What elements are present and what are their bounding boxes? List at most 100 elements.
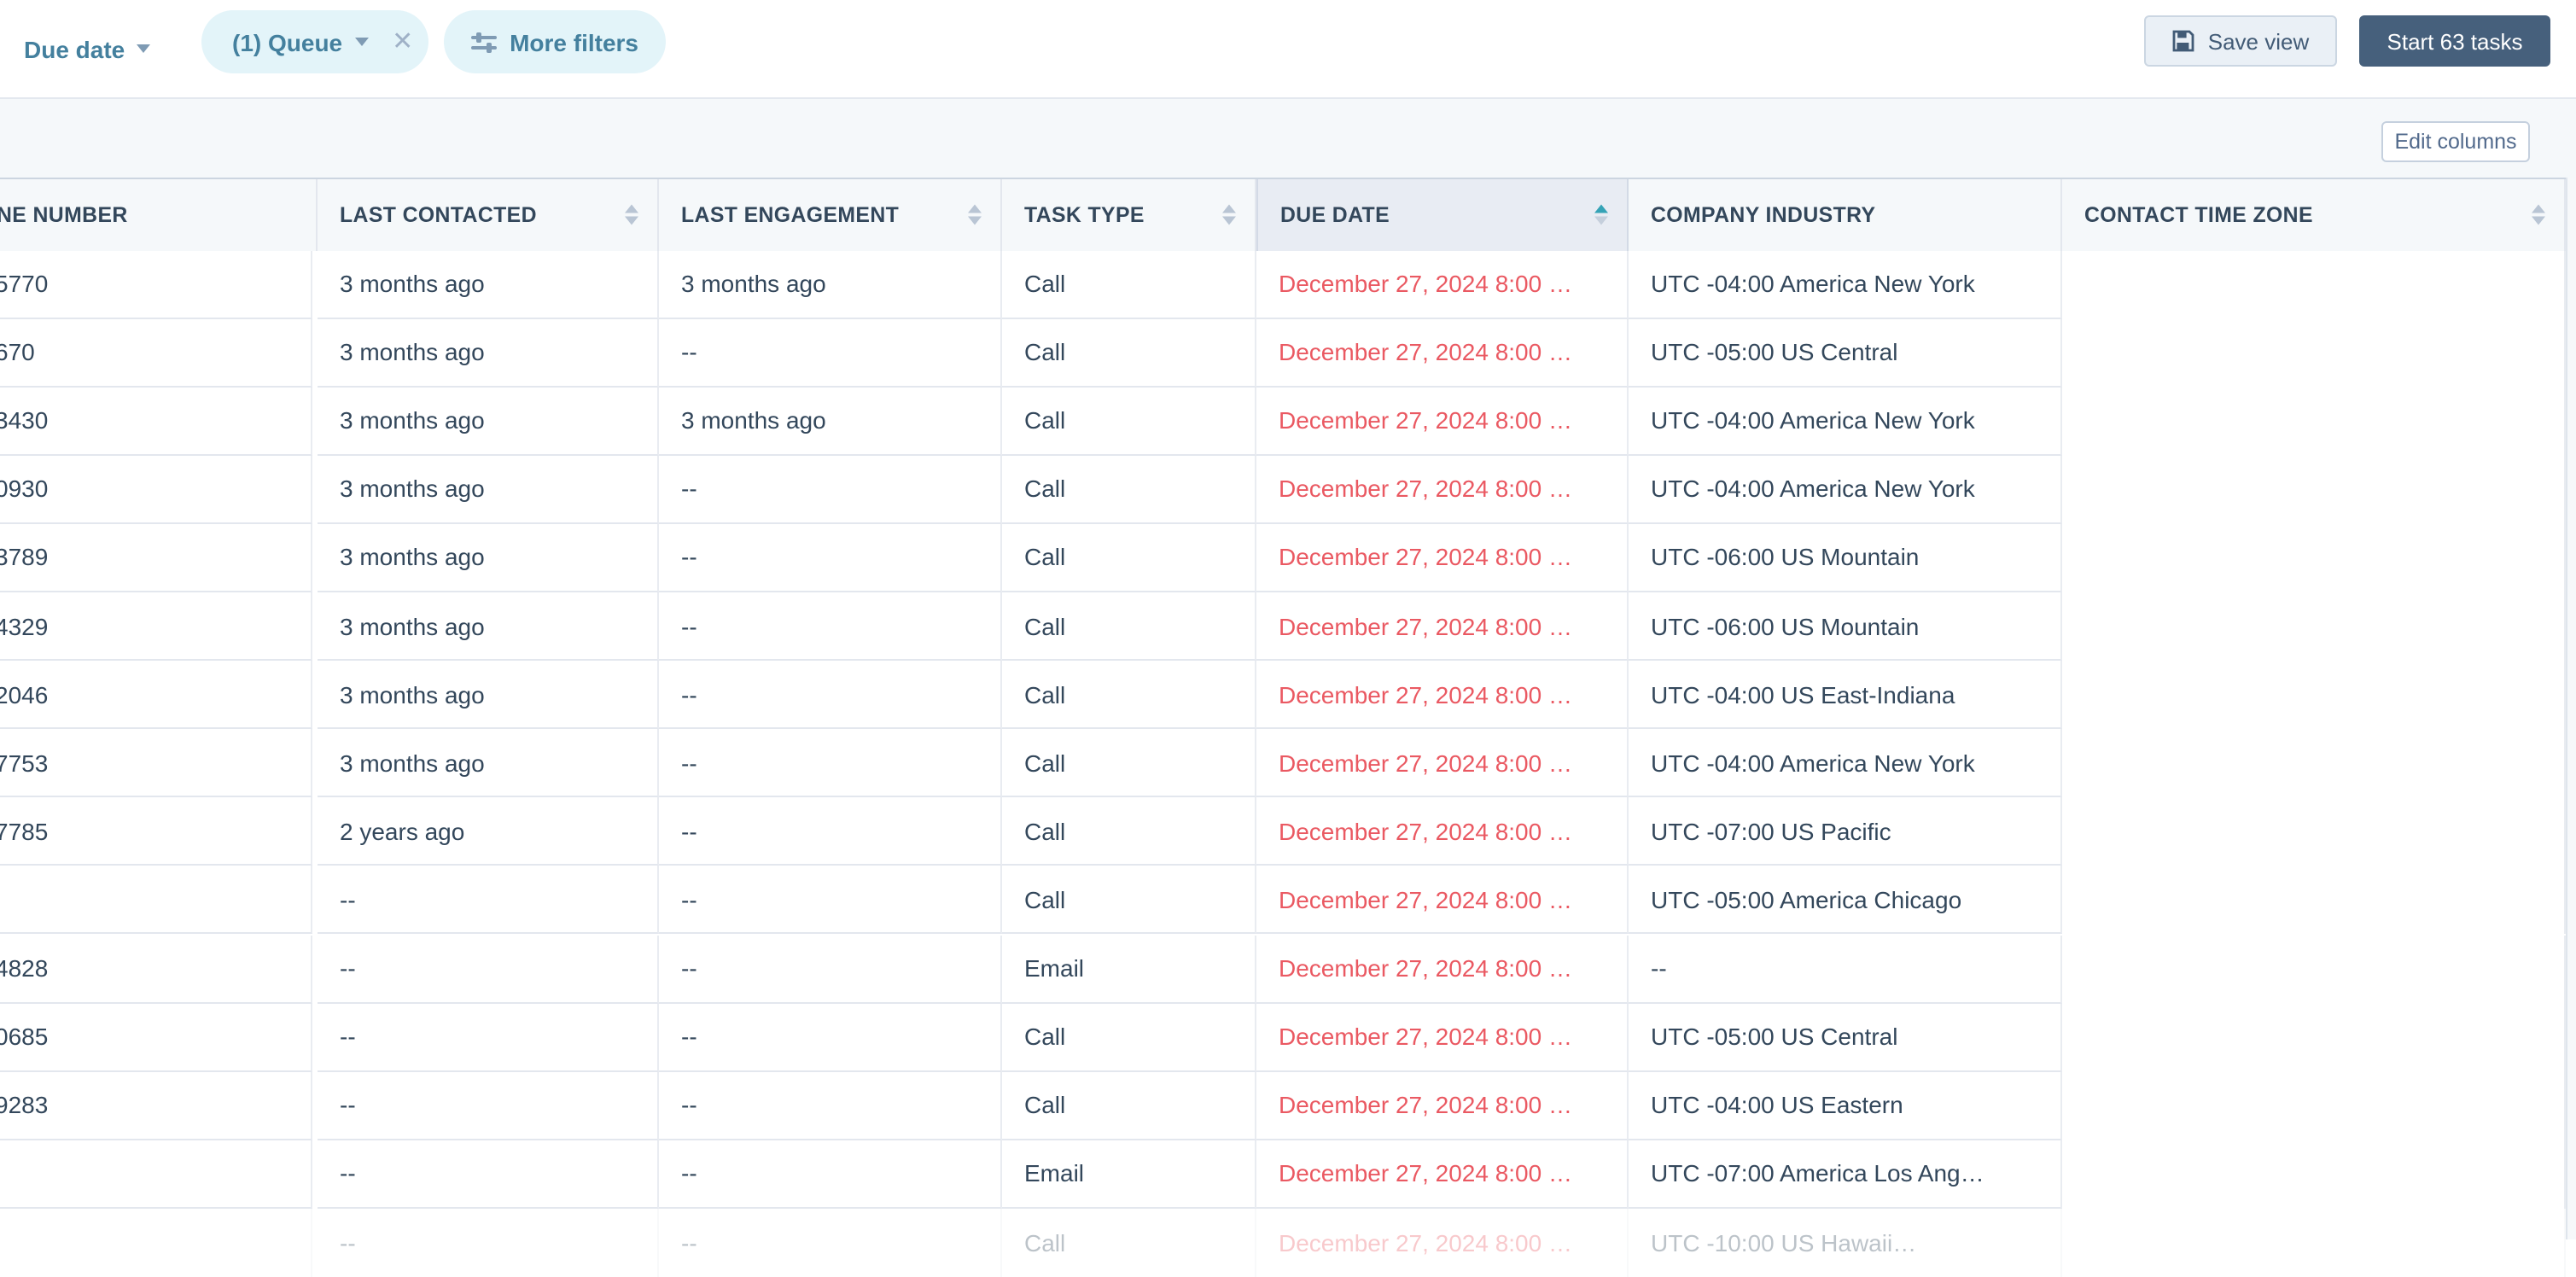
table-row[interactable]: 0930 3 months ago -- Call December 27, 2024 … <box>0 455 2566 524</box>
table-row[interactable]: 2046 3 months ago -- Call December 27, 2024 … <box>0 661 2566 730</box>
cell-last_contacted: -- <box>318 1140 659 1209</box>
cell-last_engagement: -- <box>659 797 1002 866</box>
cell-company_industry: UTC -04:00 America New York <box>1629 729 2062 798</box>
cell-phone: 4828 <box>0 935 312 1004</box>
cell-task_type: Call <box>1002 250 1256 319</box>
header-cell-last_engagement[interactable]: LAST ENGAGEMENT <box>659 179 1002 252</box>
sort-arrows-icon[interactable] <box>968 204 982 225</box>
cell-due_date[interactable]: December 27, 2024 8:00 … <box>1256 797 1629 866</box>
table-row[interactable]: 7753 3 months ago -- Call December 27, 2024 … <box>0 729 2566 798</box>
header-cell-contact_time_zone[interactable]: CONTACT TIME ZONE <box>2062 179 2566 252</box>
save-view-button[interactable]: Save view <box>2144 15 2337 67</box>
cell-task_type: Email <box>1002 1140 1256 1209</box>
header-cell-last_contacted[interactable]: LAST CONTACTED <box>318 179 659 252</box>
cell-due_date[interactable]: December 27, 2024 8:00 … <box>1256 1003 1629 1072</box>
close-icon[interactable]: ✕ <box>392 27 414 56</box>
header-label-due_date: DUE DATE <box>1280 202 1390 227</box>
cell-due_date[interactable]: December 27, 2024 8:00 … <box>1256 250 1629 319</box>
table-row[interactable]: 3789 3 months ago -- Call December 27, 2024 … <box>0 523 2566 592</box>
filter-toolbar: Due date (1) Queue ✕ More filters Save v… <box>0 0 2576 99</box>
sort-arrows-icon[interactable] <box>1222 204 1236 225</box>
queue-filter-chip[interactable]: (1) Queue ✕ <box>201 10 428 73</box>
cell-phone: 3789 <box>0 523 312 592</box>
cell-due_date[interactable]: December 27, 2024 8:00 … <box>1256 866 1629 935</box>
cell-due_date[interactable]: December 27, 2024 8:00 … <box>1256 729 1629 798</box>
edit-columns-label: Edit columns <box>2394 130 2517 154</box>
cell-phone: 9283 <box>0 1071 312 1140</box>
table-row[interactable]: 4329 3 months ago -- Call December 27, 2024 … <box>0 592 2566 662</box>
header-cell-due_date[interactable]: DUE DATE <box>1256 179 1629 252</box>
cell-phone: 7753 <box>0 729 312 798</box>
cell-phone: 5770 <box>0 250 312 319</box>
cell-due_date[interactable]: December 27, 2024 8:00 … <box>1256 1071 1629 1140</box>
table-row[interactable]: -- -- Email December 27, 2024 8:00 … UTC -07… <box>0 1140 2566 1209</box>
table-row[interactable]: -- -- Call December 27, 2024 8:00 … UTC -05:… <box>0 866 2566 935</box>
cell-due_date[interactable]: December 27, 2024 8:00 … <box>1256 523 1629 592</box>
table-row[interactable]: -- -- Call December 27, 2024 8:00 … UTC -10:… <box>0 1208 2566 1277</box>
more-filters-button[interactable]: More filters <box>444 10 666 73</box>
cell-task_type: Call <box>1002 866 1256 935</box>
cell-phone: 7785 <box>0 797 312 866</box>
table-row[interactable]: 5770 3 months ago 3 months ago Call December… <box>0 250 2566 319</box>
cell-contact_time_zone <box>2062 387 2566 456</box>
cell-due_date[interactable]: December 27, 2024 8:00 … <box>1256 935 1629 1004</box>
cell-due_date[interactable]: December 27, 2024 8:00 … <box>1256 318 1629 388</box>
cell-task_type: Call <box>1002 797 1256 866</box>
cell-task_type: Call <box>1002 661 1256 730</box>
cell-phone: 4329 <box>0 592 312 662</box>
sort-arrows-icon[interactable] <box>625 204 638 225</box>
header-label-last_contacted: LAST CONTACTED <box>340 202 537 227</box>
cell-contact_time_zone <box>2062 1003 2566 1072</box>
table-row[interactable]: 4828 -- -- Email December 27, 2024 8:00 … -- <box>0 935 2566 1004</box>
cell-phone: 0930 <box>0 455 312 524</box>
cell-due_date[interactable]: December 27, 2024 8:00 … <box>1256 1140 1629 1209</box>
table-row[interactable]: 3430 3 months ago 3 months ago Call December… <box>0 387 2566 456</box>
cell-last_contacted: -- <box>318 935 659 1004</box>
cell-last_contacted: 3 months ago <box>318 523 659 592</box>
cell-due_date[interactable]: December 27, 2024 8:00 … <box>1256 661 1629 730</box>
header-cell-company_industry: COMPANY INDUSTRY <box>1629 179 2062 252</box>
cell-contact_time_zone <box>2062 592 2566 662</box>
cell-due_date[interactable]: December 27, 2024 8:00 … <box>1256 592 1629 662</box>
sort-arrows-icon[interactable] <box>1594 204 1608 225</box>
cell-contact_time_zone <box>2062 1140 2566 1209</box>
sort-arrows-icon[interactable] <box>2532 204 2545 225</box>
filter-sliders-icon <box>471 32 497 52</box>
cell-task_type: Call <box>1002 523 1256 592</box>
cell-company_industry: UTC -07:00 America Los Ang… <box>1629 1140 2062 1209</box>
table-row[interactable]: 0685 -- -- Call December 27, 2024 8:00 … UTC … <box>0 1003 2566 1072</box>
cell-contact_time_zone <box>2062 455 2566 524</box>
cell-phone: 0685 <box>0 1003 312 1072</box>
start-tasks-button[interactable]: Start 63 tasks <box>2359 15 2550 67</box>
header-cell-phone: NE NUMBER <box>0 179 318 252</box>
due-date-filter-label: Due date <box>24 35 125 62</box>
cell-task_type: Call <box>1002 387 1256 456</box>
cell-last_engagement: -- <box>659 455 1002 524</box>
cell-company_industry: UTC -10:00 US Hawaii… <box>1629 1208 2062 1277</box>
cell-company_industry: -- <box>1629 935 2062 1004</box>
more-filters-label: More filters <box>510 28 638 55</box>
table-row[interactable]: 9283 -- -- Call December 27, 2024 8:00 … UTC … <box>0 1071 2566 1140</box>
header-cell-task_type[interactable]: TASK TYPE <box>1002 179 1256 252</box>
cell-due_date[interactable]: December 27, 2024 8:00 … <box>1256 387 1629 456</box>
save-icon <box>2173 30 2195 52</box>
cell-contact_time_zone <box>2062 318 2566 388</box>
cell-due_date[interactable]: December 27, 2024 8:00 … <box>1256 1208 1629 1277</box>
cell-contact_time_zone <box>2062 935 2566 1004</box>
save-view-label: Save view <box>2207 28 2310 54</box>
edit-columns-button[interactable]: Edit columns <box>2381 121 2530 162</box>
cell-phone <box>0 866 312 935</box>
header-label-phone: NE NUMBER <box>0 202 128 227</box>
cell-company_industry: UTC -04:00 US Eastern <box>1629 1071 2062 1140</box>
table-row[interactable]: 7785 2 years ago -- Call December 27, 2024 8… <box>0 797 2566 866</box>
due-date-filter-dropdown[interactable]: Due date <box>24 0 151 97</box>
cell-phone <box>0 1208 312 1277</box>
cell-company_industry: UTC -04:00 US East-Indiana <box>1629 661 2062 730</box>
cell-company_industry: UTC -05:00 US Central <box>1629 318 2062 388</box>
cell-last_engagement: -- <box>659 866 1002 935</box>
cell-last_engagement: 3 months ago <box>659 250 1002 319</box>
cell-due_date[interactable]: December 27, 2024 8:00 … <box>1256 455 1629 524</box>
cell-last_engagement: -- <box>659 592 1002 662</box>
chevron-down-icon <box>354 38 369 46</box>
